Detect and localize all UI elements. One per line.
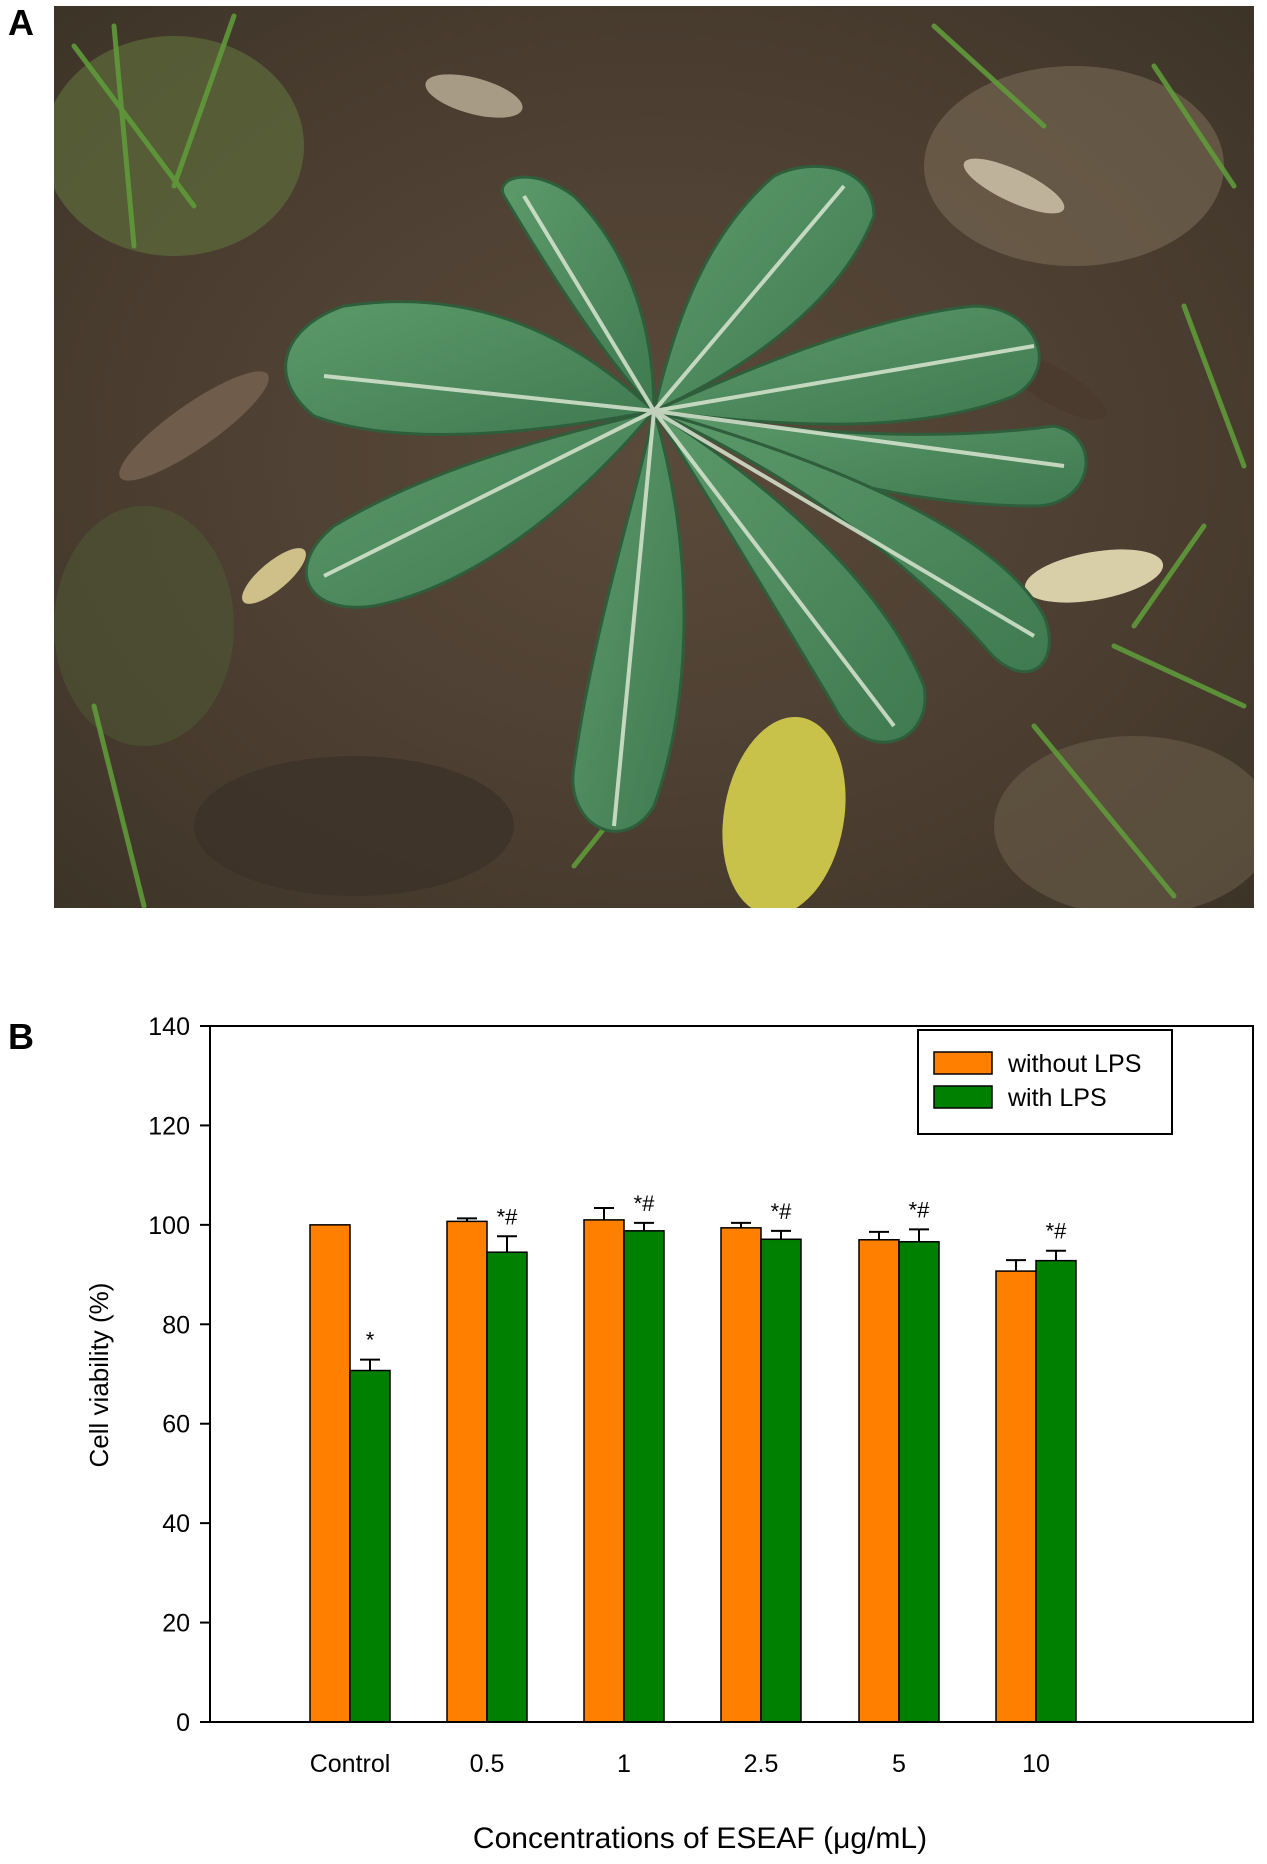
panel-label-a: A [8,2,34,43]
legend-swatch-with-lps [933,1085,993,1109]
bar [760,1238,802,1723]
bar [583,1219,625,1723]
y-tick-label: 60 [162,1411,190,1439]
x-tick-label: 10 [1022,1750,1050,1778]
x-tick-label: 2.5 [744,1750,779,1778]
x-tick-label: Control [310,1750,391,1778]
y-tick-label: 100 [148,1212,190,1240]
bar [623,1230,665,1723]
significance-marker: *# [909,1197,931,1222]
legend-box [917,1029,1173,1135]
significance-marker: * [366,1328,375,1353]
y-tick-label: 20 [162,1610,190,1638]
significance-marker: *# [497,1204,519,1229]
legend-label-without-lps: without LPS [1007,1050,1141,1078]
x-axis-label: Concentrations of ESEAF (μg/mL) [473,1822,927,1855]
bar [995,1270,1037,1723]
y-tick-label: 40 [162,1510,190,1538]
significance-marker: *# [771,1199,793,1224]
bar [486,1251,528,1723]
x-tick-label: 1 [617,1750,631,1778]
bar [898,1241,940,1723]
significance-marker: *# [1046,1219,1068,1244]
panel-label-b: B [8,1016,34,1057]
bar [1035,1259,1077,1723]
legend-swatch-without-lps [933,1051,993,1075]
legend: without LPS with LPS [917,1029,1173,1135]
y-axis-label: Cell viability (%) [84,1283,114,1468]
y-tick-label: 80 [162,1311,190,1339]
bar [446,1220,488,1723]
bar [720,1227,762,1723]
plant-rosette-photo [54,6,1254,908]
y-tick-label: 120 [148,1112,190,1140]
y-tick-label: 0 [176,1709,190,1737]
bar [858,1239,900,1723]
bar [349,1369,391,1723]
x-tick-label: 5 [892,1750,906,1778]
plot-frame [209,1025,1254,1723]
significance-marker: *# [634,1191,656,1216]
y-tick-label: 140 [148,1013,190,1041]
legend-label-with-lps: with LPS [1007,1084,1107,1112]
x-tick-label: 0.5 [470,1750,505,1778]
bar [309,1224,351,1723]
